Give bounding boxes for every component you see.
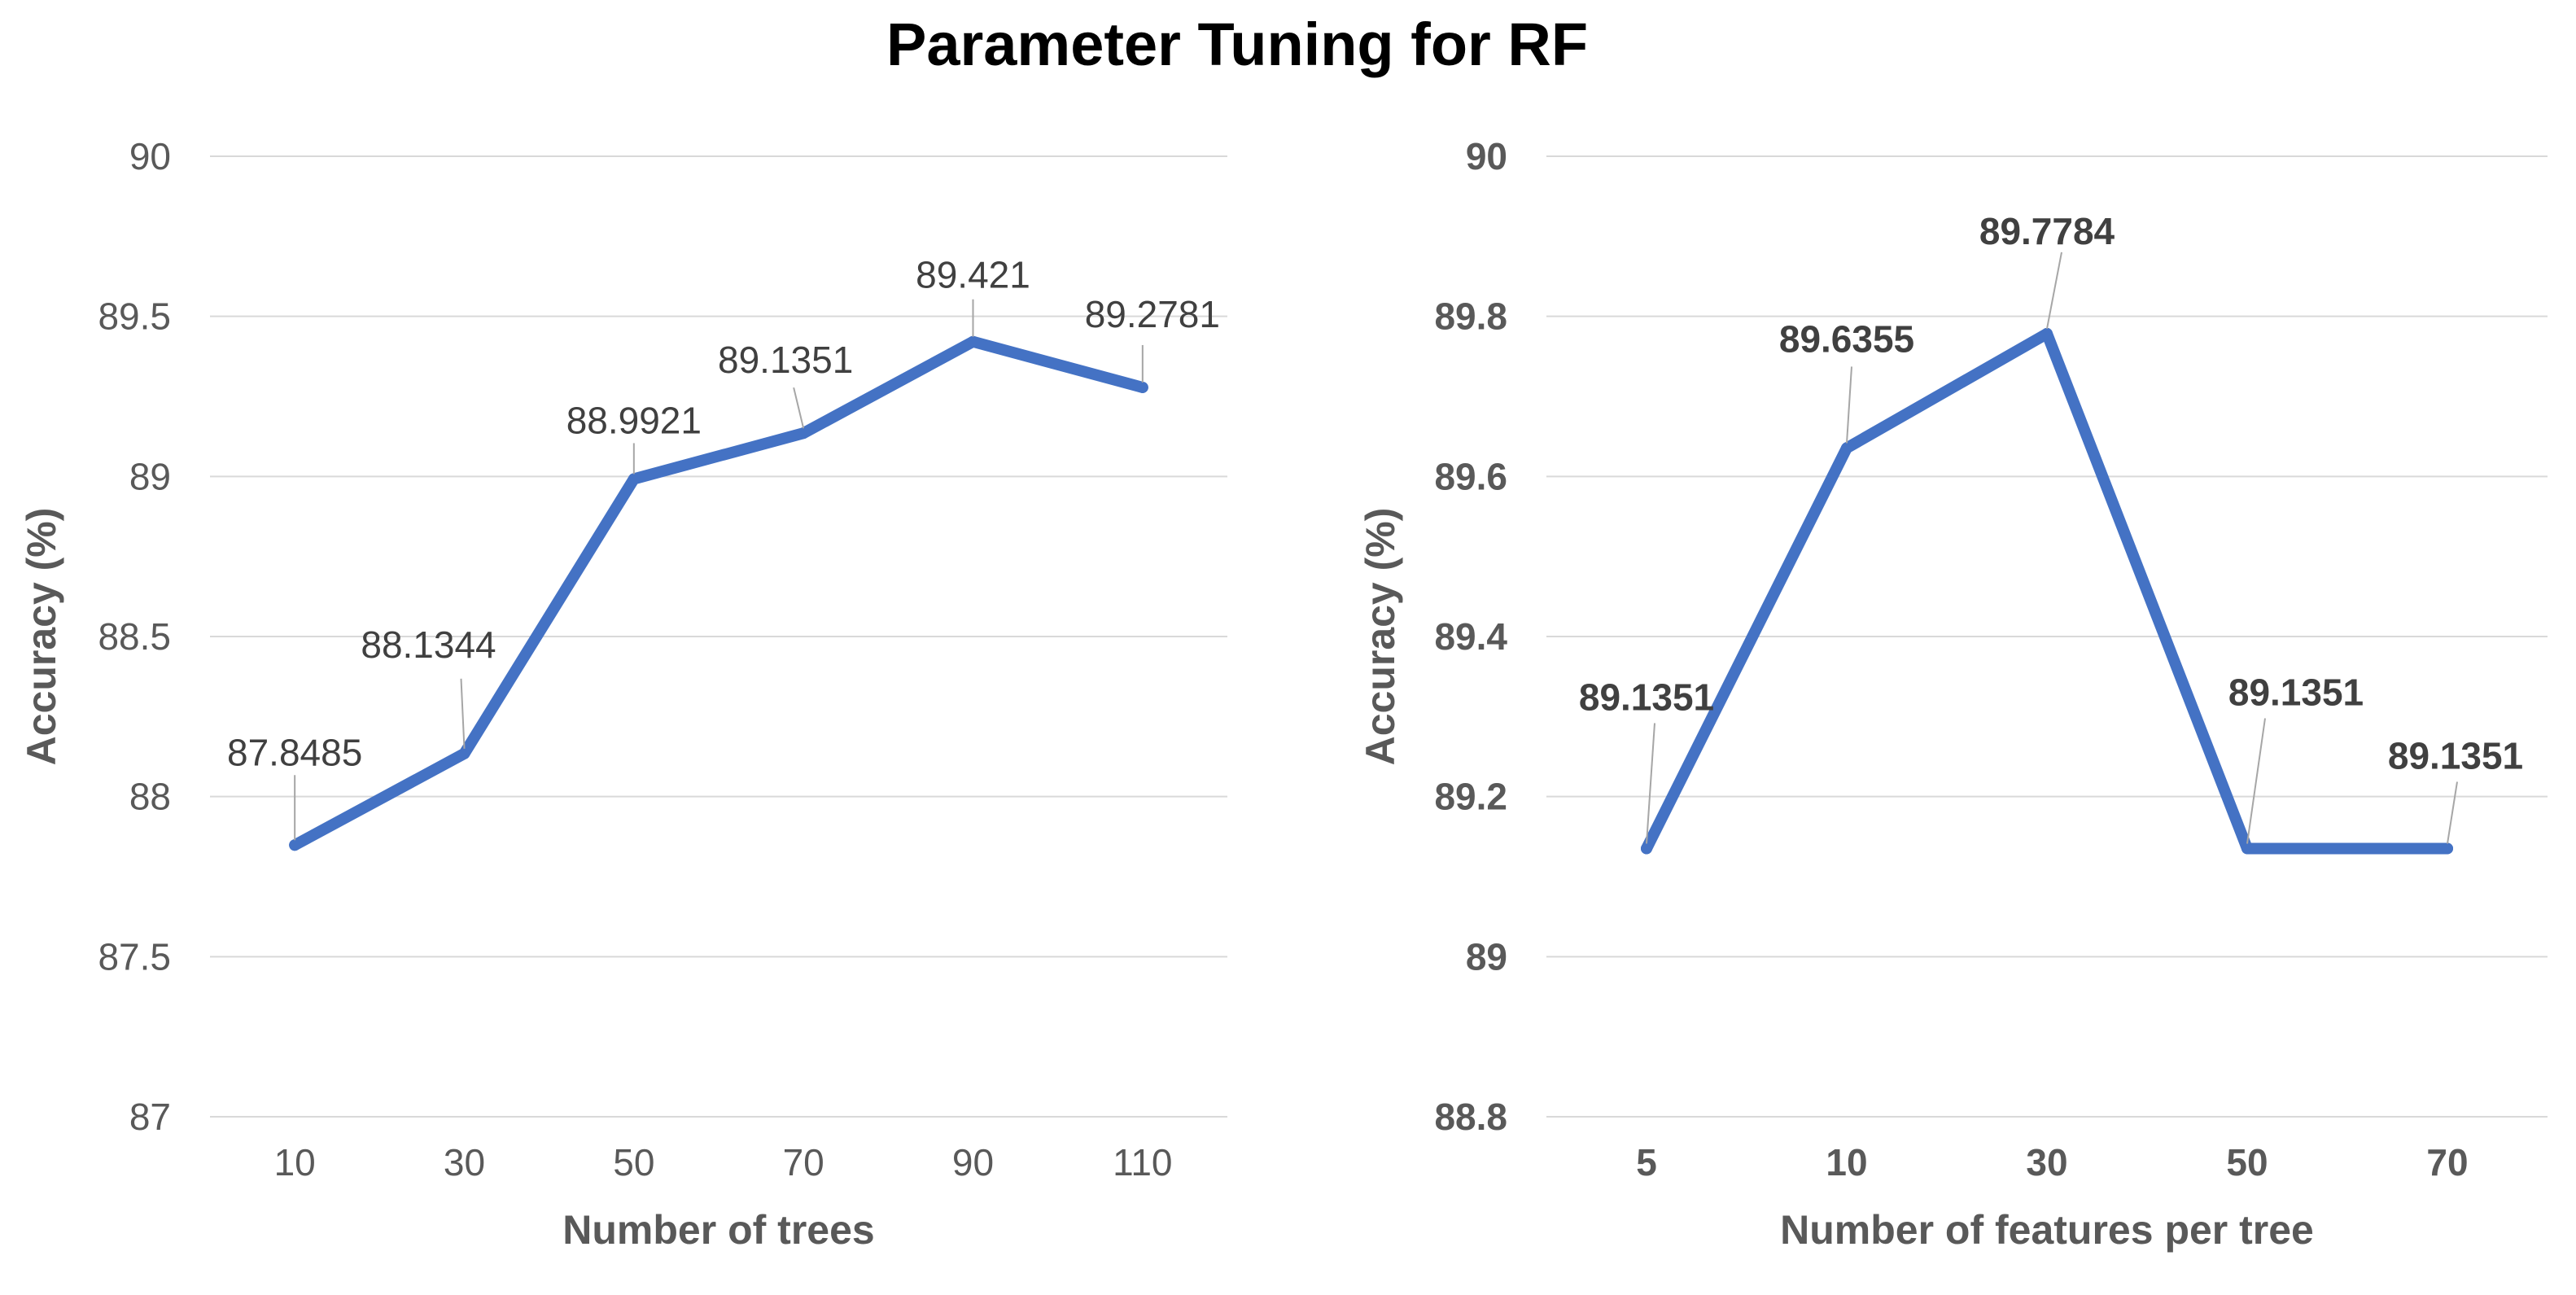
y-tick-label: 88.5 <box>98 615 171 658</box>
y-tick-label: 88 <box>129 776 171 818</box>
data-label-leader <box>460 678 466 749</box>
series-line-accuracy <box>1641 327 2453 855</box>
data-label: 89.2781 <box>1085 293 1220 335</box>
y-axis-title: Accuracy (%) <box>1358 508 1403 766</box>
x-tick-label: 110 <box>1113 1141 1172 1183</box>
y-tick-label: 89.5 <box>98 295 171 338</box>
data-label-leader <box>2447 781 2458 844</box>
chart-features-per-tree: 88.8 89 89.2 89.4 89.6 89.8 90 5 10 30 50 70 89.1351… <box>1358 135 2548 1253</box>
data-point <box>1641 842 1652 855</box>
y-tick-label: 87.5 <box>98 935 171 978</box>
data-label-leader <box>2246 718 2266 844</box>
data-point <box>2241 842 2253 855</box>
x-tick-label: 10 <box>274 1141 316 1183</box>
data-point <box>2442 842 2453 855</box>
data-point <box>458 747 470 759</box>
y-tick-label: 90 <box>129 135 171 177</box>
y-tick-label: 89 <box>1466 935 1507 978</box>
data-label: 89.1351 <box>2228 671 2364 713</box>
y-tick-label: 89.8 <box>1434 295 1507 338</box>
data-label: 89.421 <box>916 254 1030 296</box>
y-tick-label: 87 <box>129 1096 171 1138</box>
x-tick-label: 30 <box>444 1141 485 1183</box>
data-label: 89.1351 <box>1579 676 1714 718</box>
data-point <box>628 473 640 485</box>
x-tick-label: 10 <box>1826 1141 1867 1183</box>
data-label-leader <box>793 387 805 429</box>
data-label-leader <box>1846 366 1852 444</box>
data-label: 88.9921 <box>566 399 702 441</box>
data-point <box>1841 442 1852 454</box>
y-axis-title: Accuracy (%) <box>19 508 64 766</box>
series-line-accuracy <box>289 335 1148 851</box>
x-tick-label: 5 <box>1636 1141 1657 1183</box>
data-label: 89.6355 <box>1779 317 1914 360</box>
x-tick-label: 70 <box>2426 1141 2468 1183</box>
y-tick-label: 89 <box>129 455 171 497</box>
y-tick-label: 88.8 <box>1434 1096 1507 1138</box>
data-label: 89.1351 <box>2388 734 2523 777</box>
y-tick-label: 89.6 <box>1434 455 1507 497</box>
x-tick-label: 70 <box>783 1141 824 1183</box>
data-label: 88.1344 <box>361 623 496 666</box>
data-point <box>798 427 810 440</box>
data-point <box>967 335 979 348</box>
x-axis-title: Number of features per tree <box>1780 1207 2314 1253</box>
x-tick-label: 50 <box>613 1141 654 1183</box>
data-point <box>2041 327 2053 339</box>
x-axis-title: Number of trees <box>562 1207 874 1253</box>
y-tick-label: 90 <box>1466 135 1507 177</box>
data-point <box>1136 381 1148 393</box>
data-label-leader <box>1646 723 1655 844</box>
data-label: 87.8485 <box>227 731 362 773</box>
y-tick-label: 89.2 <box>1434 776 1507 818</box>
data-label: 89.7784 <box>1979 210 2115 252</box>
data-label-leader <box>2046 252 2062 330</box>
x-tick-label: 30 <box>2026 1141 2067 1183</box>
chart-number-of-trees: 87 87.5 88 88.5 89 89.5 90 10 30 50 70 90 110 87.8485… <box>19 135 1227 1253</box>
x-tick-label: 90 <box>952 1141 994 1183</box>
x-tick-label: 50 <box>2226 1141 2268 1183</box>
figure-title: Parameter Tuning for RF <box>886 11 1588 78</box>
data-label: 89.1351 <box>718 339 853 381</box>
data-point <box>289 839 301 851</box>
y-tick-label: 89.4 <box>1434 615 1507 658</box>
